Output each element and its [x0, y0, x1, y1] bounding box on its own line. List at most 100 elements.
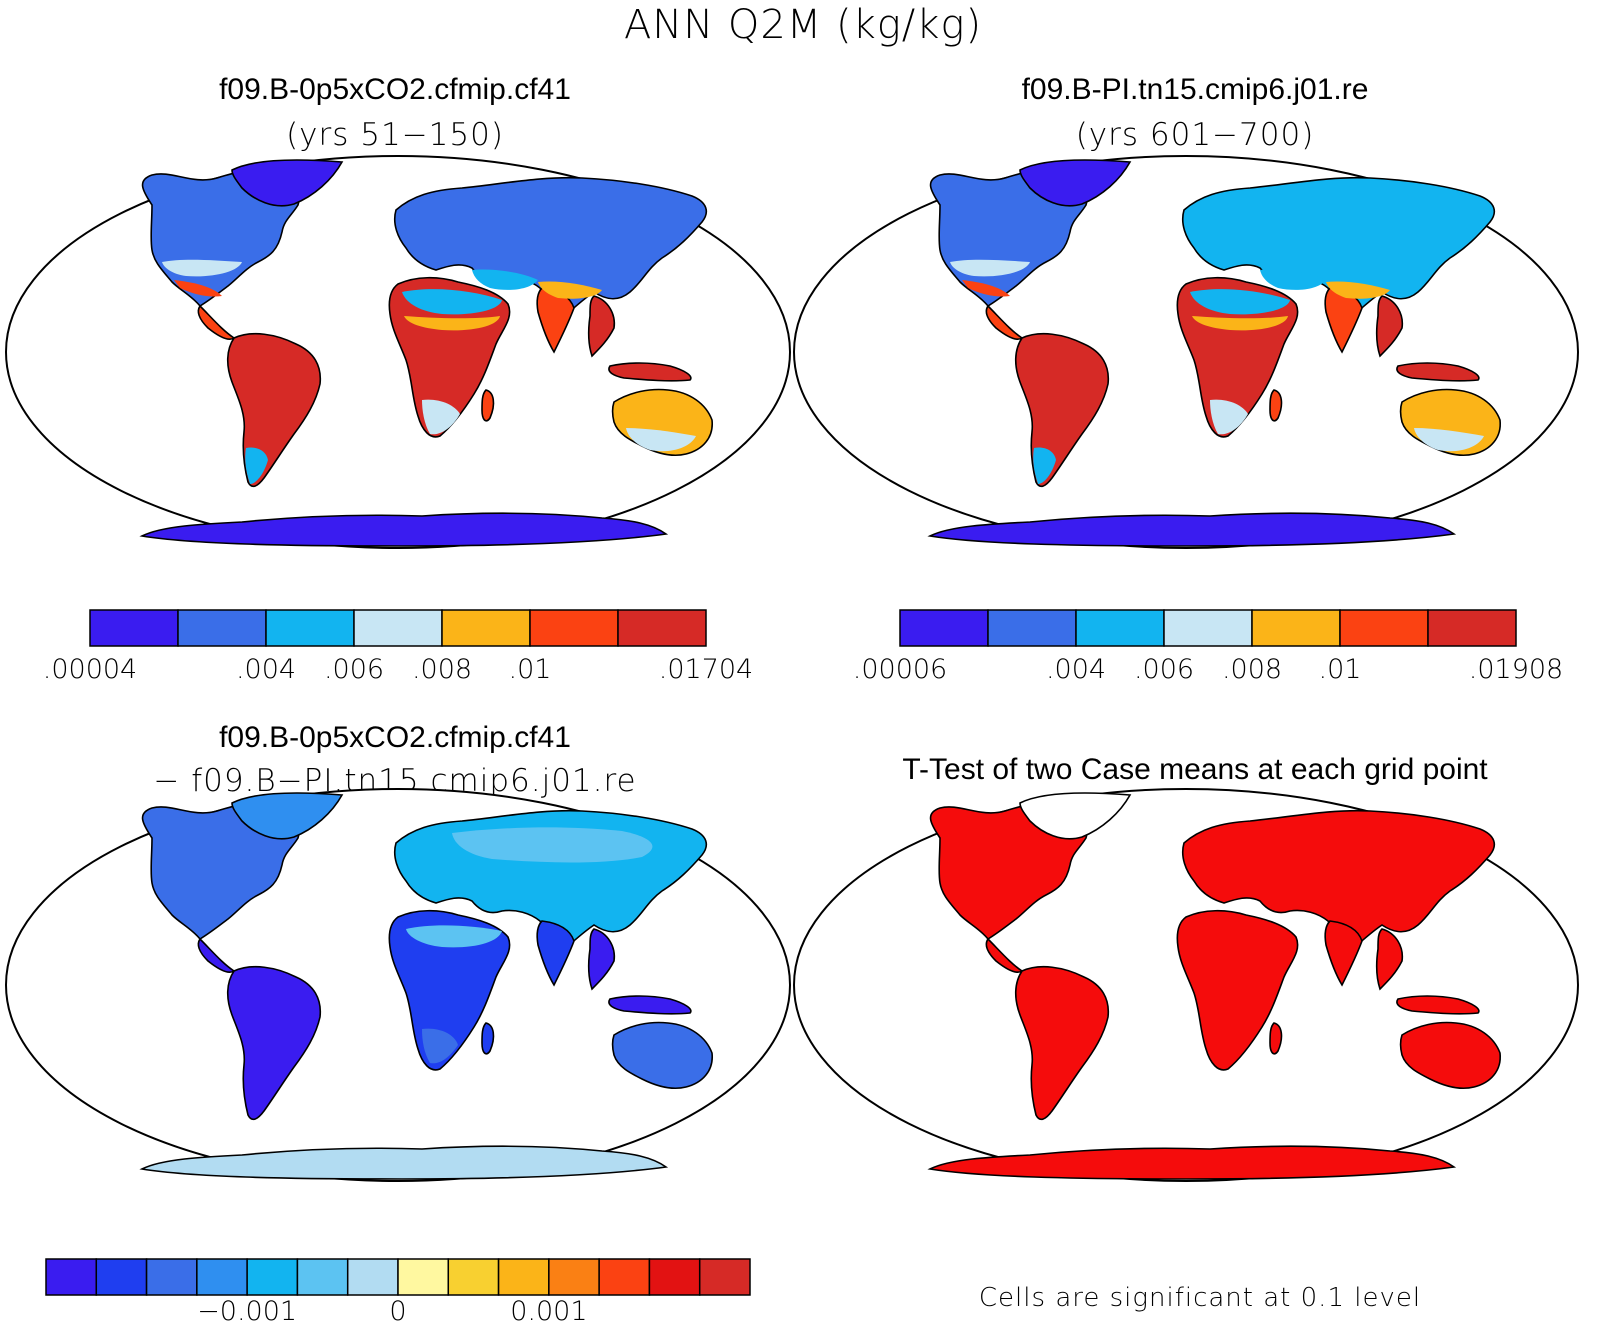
southeast-asia-landmass	[1375, 928, 1404, 991]
colorbar-tick-label: 0.001	[510, 1296, 587, 1327]
colorbar-tick-label: .01704	[659, 654, 753, 685]
southern-africa	[422, 399, 460, 435]
panel4-title: T-Test of two Case means at each grid po…	[902, 753, 1488, 786]
southeast-asia-landmass	[1375, 295, 1404, 358]
sahel-band	[1192, 316, 1288, 331]
colorbar-swatch	[648, 1258, 701, 1296]
madagascar-landmass	[481, 389, 495, 422]
panel1-title: f09.B-0p5xCO2.cfmip.cf41	[219, 73, 571, 106]
figure-title: ANN Q2M (kg/kg)	[623, 2, 983, 48]
australia-landmass	[1399, 1021, 1501, 1090]
sahara-band	[402, 289, 502, 315]
antarctica-landmass	[139, 512, 669, 547]
gulf-coast	[174, 280, 222, 297]
colorbar-swatch	[447, 1258, 500, 1296]
colorbar-tick-label: .01	[509, 654, 552, 685]
map-panel-4	[793, 788, 1579, 1182]
colorbar-tick-label: .00004	[43, 654, 137, 685]
colorbar-3: −0.001 0 0.001	[45, 1258, 751, 1327]
india-landmass	[536, 920, 575, 987]
mideast	[1260, 269, 1326, 290]
colorbar-tick-label: .006	[324, 654, 384, 685]
panel2-title: f09.B-PI.tn15.cmip6.j01.re	[1021, 73, 1369, 106]
colorbar-swatch	[1163, 609, 1253, 647]
colorbar-tick-label: .004	[1046, 654, 1106, 685]
europe-asia-landmass	[1181, 809, 1496, 953]
eurasia-light	[452, 827, 653, 863]
patagonia	[1033, 447, 1056, 484]
panel1-subtitle: (yrs 51−150)	[286, 117, 504, 153]
colorbar-swatch	[246, 1258, 299, 1296]
greenland-landmass	[231, 159, 344, 207]
antarctica-landmass	[927, 1145, 1457, 1180]
colorbar-swatch	[548, 1258, 600, 1296]
us-southeast	[950, 259, 1030, 277]
colorbar-swatch	[441, 609, 531, 647]
colorbar-swatch	[177, 609, 267, 647]
colorbar-swatch	[296, 1258, 349, 1296]
map-panel-2	[793, 155, 1579, 549]
patagonia	[245, 447, 268, 484]
australia-landmass	[611, 1021, 713, 1090]
indonesia-landmass	[1396, 362, 1480, 382]
colorbar-1: .00004 .004 .006 .008 .01 .01704	[43, 609, 753, 685]
sahara-light	[406, 925, 502, 948]
india-landmass	[1324, 287, 1363, 354]
greenland-landmass	[1019, 792, 1132, 840]
australia-south	[1414, 428, 1484, 452]
colorbar-tick-label: −0.001	[197, 1296, 297, 1327]
colorbar-tick-label: .01908	[1469, 654, 1563, 685]
africa-landmass	[1176, 909, 1299, 1071]
southern-africa-mid	[422, 1028, 458, 1064]
colorbar-tick-label: .01	[1319, 654, 1362, 685]
colorbar-tick-label: .008	[412, 654, 472, 685]
colorbar-swatch	[353, 609, 443, 647]
colorbar-swatch	[265, 609, 355, 647]
colorbar-tick-label: .00006	[853, 654, 947, 685]
colorbar-swatch	[617, 609, 707, 647]
greenland-landmass	[1019, 159, 1132, 207]
colorbar-swatch	[1427, 609, 1517, 647]
central-america-landmass	[985, 304, 1024, 341]
mideast	[472, 269, 538, 290]
panel3-title: f09.B-0p5xCO2.cfmip.cf41	[219, 721, 571, 754]
africa-landmass	[388, 909, 511, 1071]
colorbar-swatch	[1075, 609, 1165, 647]
colorbar-swatch	[45, 1258, 98, 1296]
europe-asia-landmass	[393, 176, 708, 320]
southeast-asia-landmass	[587, 928, 616, 991]
significance-note: Cells are significant at 0.1 level	[978, 1283, 1422, 1313]
greenland-landmass	[231, 792, 344, 840]
colorbar-tick-label: .004	[236, 654, 296, 685]
colorbar-swatch	[899, 609, 989, 647]
colorbar-swatch	[95, 1258, 148, 1296]
south-asia-hot	[538, 281, 602, 299]
south-america-landmass	[226, 965, 322, 1121]
colorbar-swatch	[145, 1258, 198, 1296]
colorbar-swatch	[698, 1258, 751, 1296]
colorbar-swatch	[346, 1258, 399, 1296]
central-america-landmass	[197, 937, 236, 974]
antarctica-landmass	[139, 1145, 669, 1180]
central-america-landmass	[985, 937, 1024, 974]
india-landmass	[536, 287, 575, 354]
colorbar-swatch	[497, 1258, 550, 1296]
map-panel-1	[5, 155, 791, 549]
north-america-landmass	[141, 803, 300, 941]
north-america-landmass	[929, 803, 1088, 941]
colorbar-swatch	[397, 1258, 450, 1296]
indonesia-landmass	[608, 362, 692, 382]
southern-africa	[1210, 399, 1248, 435]
us-southeast	[162, 259, 242, 277]
map-panel-3	[5, 788, 791, 1182]
colorbar-tick-label: .006	[1134, 654, 1194, 685]
europe-asia-landmass	[1181, 176, 1496, 320]
madagascar-landmass	[1269, 389, 1283, 422]
madagascar-landmass	[1269, 1022, 1283, 1055]
antarctica-landmass	[927, 512, 1457, 547]
colorbar-2: .00006 .004 .006 .008 .01 .01908	[853, 609, 1563, 685]
madagascar-landmass	[481, 1022, 495, 1055]
sahara-band	[1190, 289, 1290, 315]
colorbar-swatch	[987, 609, 1077, 647]
indonesia-landmass	[1396, 995, 1480, 1015]
